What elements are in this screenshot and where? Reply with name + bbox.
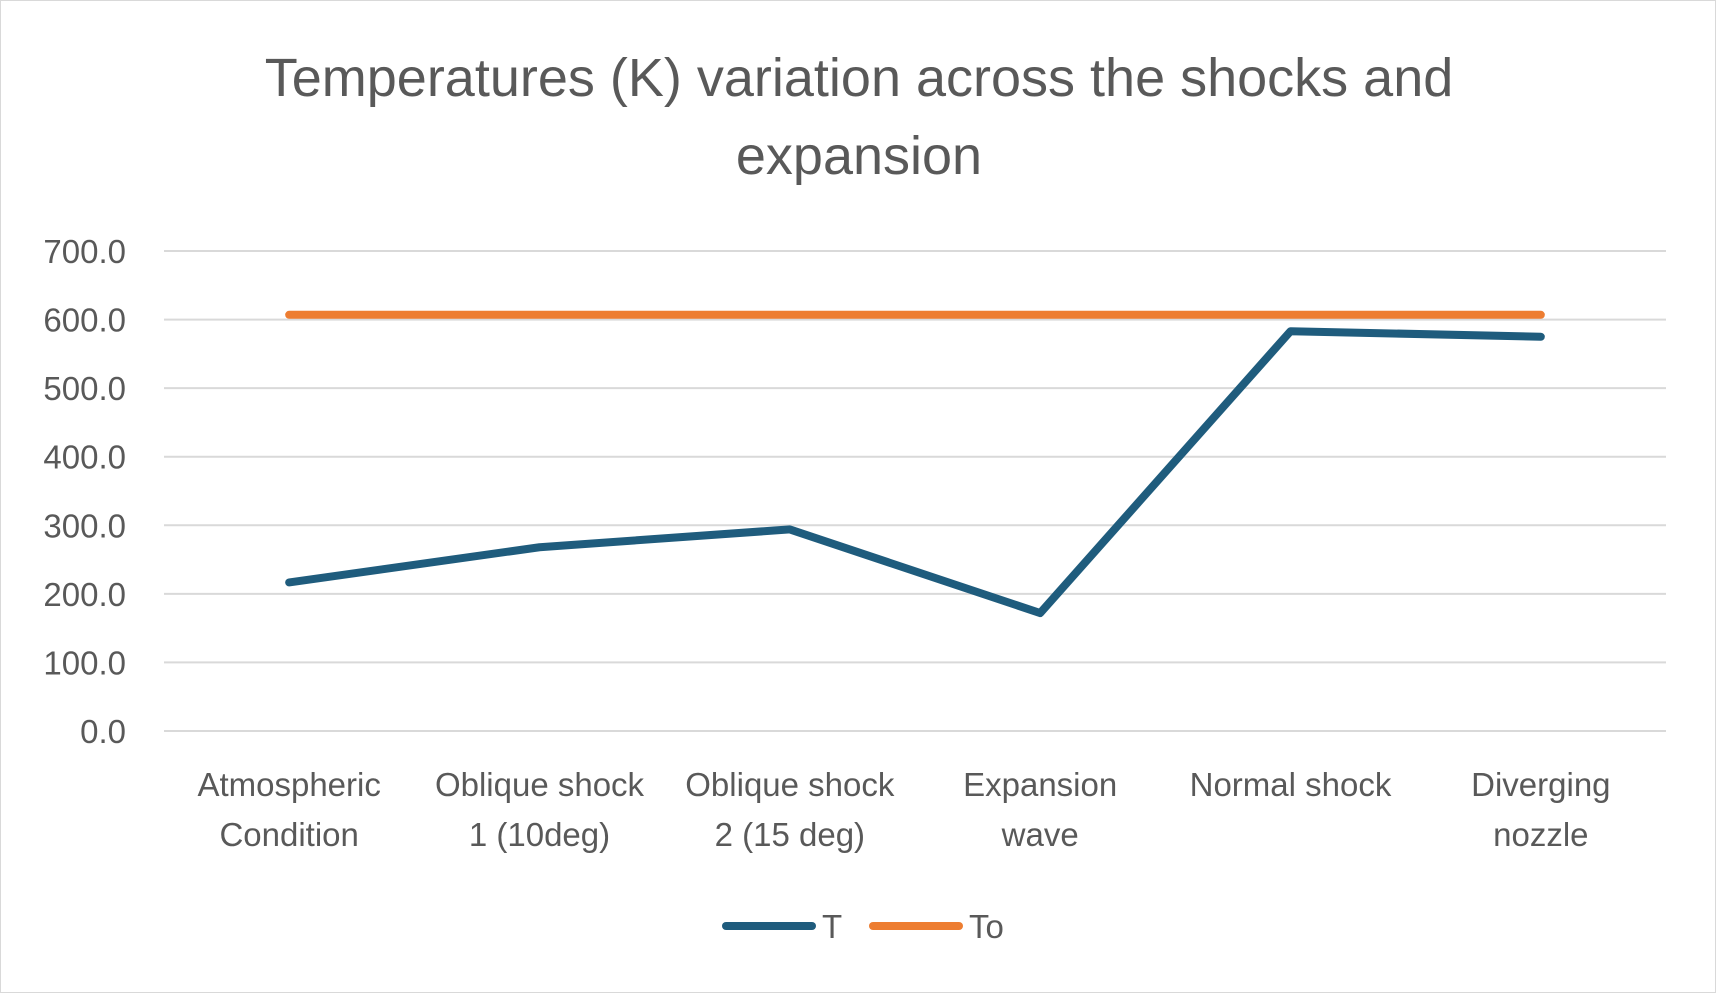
x-category-label: Diverging (1471, 766, 1610, 803)
x-category-label: Oblique shock (685, 766, 895, 803)
y-tick-label: 400.0 (43, 439, 126, 476)
x-category-label: Oblique shock (435, 766, 645, 803)
y-tick-label: 500.0 (43, 370, 126, 407)
series-line-T (289, 331, 1541, 613)
y-tick-label: 300.0 (43, 507, 126, 544)
x-category-label: 2 (15 deg) (715, 816, 865, 853)
y-tick-label: 0.0 (80, 713, 126, 750)
x-category-label: Condition (219, 816, 358, 853)
x-category-label: Normal shock (1190, 766, 1392, 803)
series-lines (289, 315, 1541, 613)
gridlines (164, 251, 1666, 731)
chart-title-line: expansion (736, 126, 982, 186)
legend-label-T: T (822, 908, 842, 945)
y-tick-label: 100.0 (43, 644, 126, 681)
y-axis-tick-labels: 0.0 100.0 200.0 300.0 400.0 500.0 600.0 700.0 (43, 233, 126, 750)
x-category-label: Expansion (963, 766, 1117, 803)
y-tick-label: 700.0 (43, 233, 126, 270)
y-tick-label: 600.0 (43, 302, 126, 339)
y-tick-label: 200.0 (43, 576, 126, 613)
chart-title: Temperatures (K) variation across the sh… (265, 48, 1454, 186)
chart-title-line: Temperatures (K) variation across the sh… (265, 48, 1454, 108)
x-category-label: Atmospheric (197, 766, 380, 803)
legend: T To (726, 908, 1004, 945)
legend-label-To: To (969, 908, 1004, 945)
x-axis-category-labels: Atmospheric Condition Oblique shock 1 (10de… (197, 766, 1610, 853)
x-category-label: nozzle (1493, 816, 1588, 853)
x-category-label: 1 (10deg) (469, 816, 610, 853)
x-category-label: wave (1001, 816, 1079, 853)
